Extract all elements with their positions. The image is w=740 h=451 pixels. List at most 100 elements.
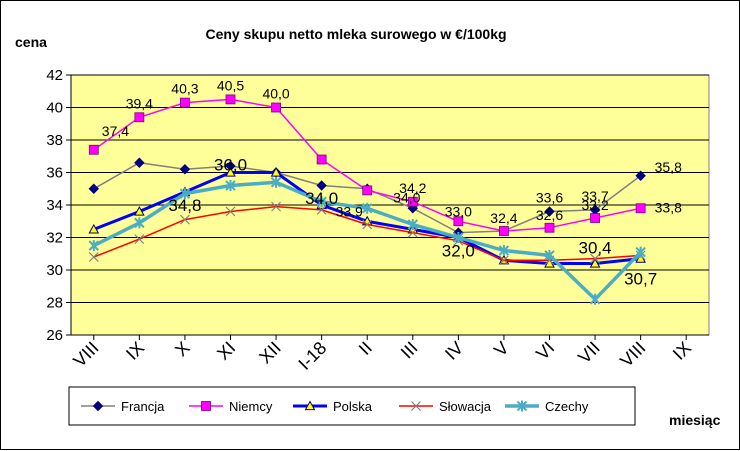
point-marker [179, 188, 191, 200]
point-marker [407, 219, 418, 230]
data-point [304, 400, 316, 411]
data-point [407, 227, 418, 238]
legend-label: Polska [333, 399, 373, 414]
data-point [453, 232, 464, 243]
legend-item-francja: Francja [81, 399, 165, 414]
data-point [499, 255, 509, 266]
data-point [225, 166, 236, 177]
data-label: 40,5 [217, 77, 244, 93]
point-marker [225, 206, 236, 217]
point-marker [453, 232, 464, 243]
data-point [270, 166, 282, 177]
point-marker [453, 216, 464, 227]
point-marker [92, 400, 104, 412]
data-label: 35,8 [655, 159, 682, 175]
data-point [180, 214, 190, 225]
x-tick-label: VIII [69, 338, 102, 371]
data-label: 36,0 [214, 156, 247, 175]
point-marker [88, 144, 99, 155]
x-tick-label: VII [574, 338, 604, 368]
data-point [589, 257, 601, 268]
data-point [498, 245, 510, 256]
point-marker [201, 401, 211, 411]
point-marker [270, 176, 282, 188]
data-point [88, 144, 99, 155]
data-point [544, 222, 555, 233]
data-point [316, 154, 327, 165]
y-tick-label: 36 [46, 165, 63, 182]
data-label: 32,6 [536, 207, 563, 223]
x-tick-label: IX [122, 338, 148, 364]
point-marker [134, 157, 145, 168]
data-label: 32,4 [490, 210, 517, 226]
data-point [180, 97, 190, 108]
legend-label: Słowacja [439, 399, 492, 414]
data-point [362, 202, 373, 214]
data-point [316, 196, 327, 208]
data-label: 30,4 [579, 239, 612, 258]
point-marker [407, 196, 418, 207]
y-tick-label: 28 [46, 295, 63, 312]
point-marker [134, 234, 145, 245]
point-marker [179, 164, 191, 175]
x-tick-label: IV [441, 338, 467, 364]
point-marker [590, 253, 600, 264]
y-tick-label: 42 [46, 67, 63, 84]
data-point [225, 94, 236, 105]
x-tick-label: XI [213, 338, 239, 364]
data-point [92, 400, 104, 412]
point-marker [362, 202, 373, 214]
point-marker [225, 94, 236, 105]
chart-title: Ceny skupu netto mleka surowego w €/100k… [205, 26, 506, 42]
data-point [316, 180, 327, 191]
point-marker [407, 227, 418, 238]
point-marker [635, 246, 646, 258]
point-marker [498, 245, 510, 256]
data-label: 32,0 [442, 242, 475, 261]
legend-label: Czechy [545, 399, 589, 414]
data-point [88, 183, 99, 194]
point-marker [635, 203, 646, 214]
data-label: 33,7 [581, 188, 608, 204]
point-marker [225, 180, 236, 191]
point-marker [590, 213, 600, 223]
data-point [362, 185, 373, 196]
x-tick-label: V [490, 338, 513, 361]
point-marker [304, 400, 316, 411]
data-point [88, 240, 99, 252]
data-point [316, 204, 327, 215]
data-point [88, 252, 99, 262]
x-axis-label: miesiąc [669, 412, 721, 428]
point-marker [180, 97, 190, 108]
y-tick-label: 40 [46, 100, 63, 117]
data-label: 33,8 [655, 199, 682, 215]
point-marker [316, 196, 327, 208]
data-point [544, 249, 555, 261]
data-point [201, 401, 211, 411]
y-tick-label: 30 [46, 262, 63, 279]
data-label: 40,0 [262, 86, 289, 102]
data-point [589, 293, 601, 305]
data-label: 34,8 [168, 196, 201, 215]
data-label: 39,4 [126, 95, 153, 111]
series-niemcy [88, 94, 646, 236]
data-label: 34,0 [393, 189, 420, 205]
data-point [88, 223, 100, 234]
x-tick-label: VI [532, 338, 558, 364]
data-label: 34,0 [305, 189, 338, 208]
point-marker [544, 206, 555, 217]
data-point [134, 217, 145, 229]
point-marker [316, 154, 327, 165]
point-marker [271, 102, 281, 113]
data-point [516, 400, 528, 412]
point-marker [316, 204, 327, 215]
legend-label: Francja [121, 399, 165, 414]
point-marker [411, 401, 421, 411]
data-point [271, 102, 281, 113]
data-point [134, 112, 145, 123]
point-marker [544, 222, 555, 233]
legend-item-słowacja: Słowacja [399, 399, 492, 414]
x-tick-label: VIII [616, 338, 649, 371]
legend-label: Niemcy [229, 399, 273, 414]
